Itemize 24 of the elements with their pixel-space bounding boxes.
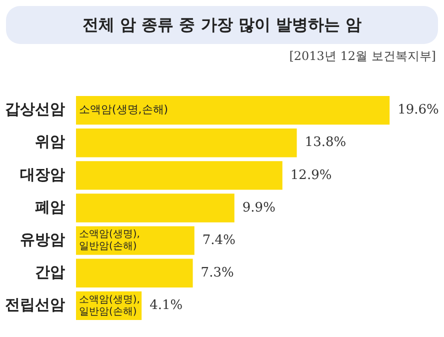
data-label: 4.1% bbox=[150, 298, 183, 314]
chart-title: 전체 암 종류 중 가장 많이 발병하는 암 bbox=[82, 14, 362, 36]
data-label: 13.8% bbox=[304, 135, 346, 150]
y-tick-label: 간압 bbox=[35, 263, 65, 282]
bar bbox=[76, 258, 193, 288]
data-label: 9.9% bbox=[242, 200, 276, 216]
y-tick-label: 위암 bbox=[35, 132, 65, 151]
annotation: 소액암(생명), 일반암(손해) bbox=[79, 229, 140, 252]
bar bbox=[76, 128, 297, 158]
data-label: 12.9% bbox=[290, 168, 332, 183]
bar bbox=[76, 161, 282, 190]
y-tick-label: 전립선암 bbox=[5, 296, 65, 314]
text: [2013년 12월 보건복지부] bbox=[289, 48, 436, 65]
y-tick-label: 갑상선암 bbox=[5, 100, 65, 118]
annotation: 소액암(생명,손해) bbox=[79, 103, 168, 116]
bar bbox=[76, 96, 390, 125]
annotation: 소액암(생명), 일반암(손해) bbox=[79, 294, 140, 318]
y-tick-label: 유방암 bbox=[20, 230, 65, 248]
data-label: 19.6% bbox=[398, 102, 439, 118]
bar bbox=[76, 194, 234, 222]
data-label: 7.3% bbox=[200, 266, 234, 281]
y-tick-label: 폐암 bbox=[35, 198, 65, 216]
y-tick-label: 대장암 bbox=[20, 165, 65, 184]
data-label: 7.4% bbox=[202, 232, 236, 248]
